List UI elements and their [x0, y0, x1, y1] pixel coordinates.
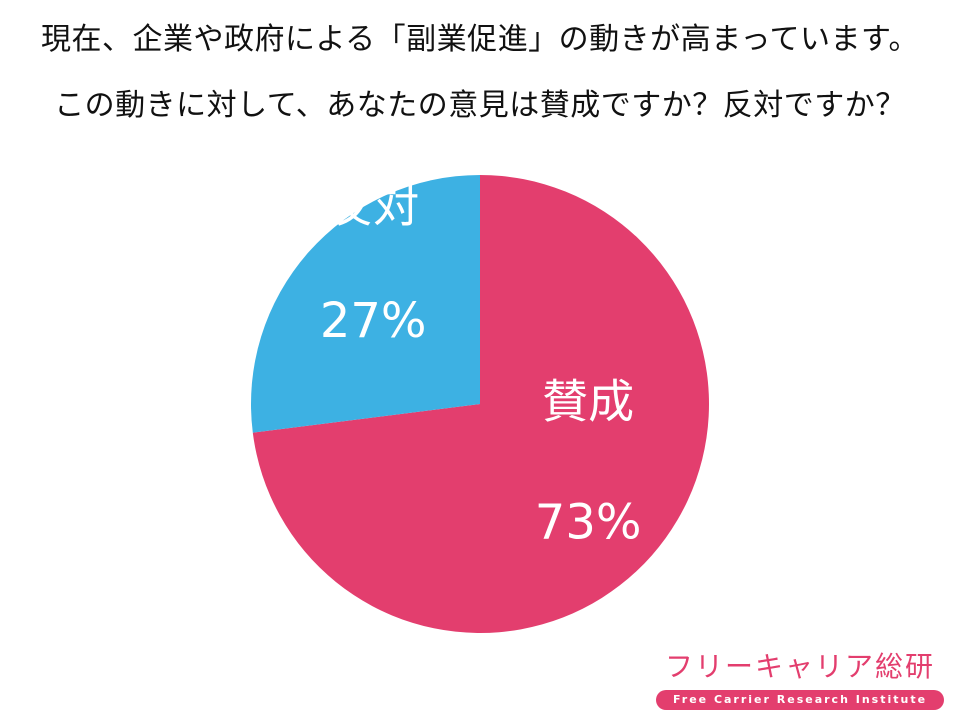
slice-label-name-2: 反対	[327, 179, 419, 233]
question-line-1: 現在、企業や政府による「副業促進」の動きが高まっています。	[41, 22, 919, 57]
brand-tagline: Free Carrier Research Institute	[656, 690, 944, 710]
slice-label-value-2: 27%	[320, 293, 427, 349]
pie-slice-2	[251, 175, 480, 433]
pie-slice-1	[252, 175, 710, 633]
brand-logo: フリーキャリア総研 Free Carrier Research Institut…	[650, 650, 950, 710]
question-line-2: この動きに対して、あなたの意見は賛成ですか？反対ですか？	[54, 88, 906, 123]
slice-label-value-1: 73%	[535, 495, 642, 551]
brand-name: フリーキャリア総研	[664, 650, 935, 683]
slice-label-name-1: 賛成	[542, 375, 634, 429]
